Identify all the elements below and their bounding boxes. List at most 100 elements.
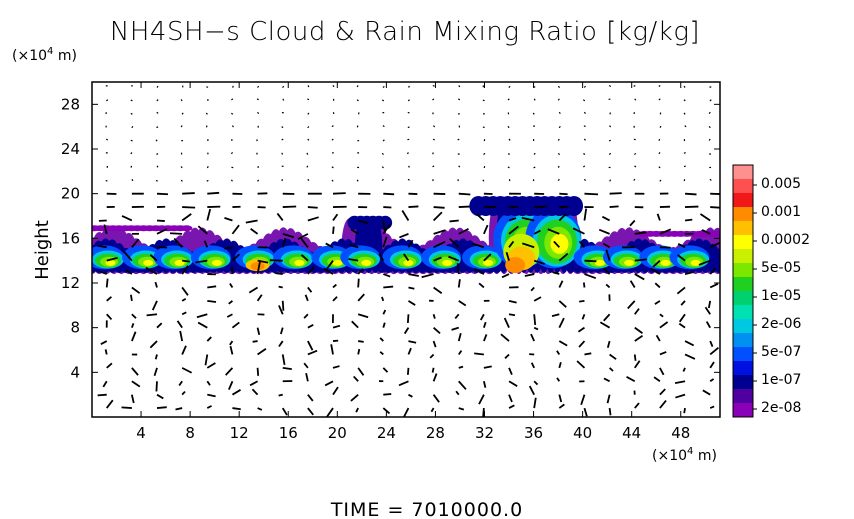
wind-vector [658,166,661,169]
wind-vector [257,179,260,182]
wind-vector [507,166,510,169]
wind-vector [408,273,419,277]
wind-vector [257,259,269,264]
wind-vector [281,354,286,366]
wind-vector [558,340,568,347]
wind-vector [508,313,516,317]
wind-vector [433,326,441,335]
wind-vector [196,313,208,319]
wind-vector [684,125,687,128]
wind-vector [533,380,539,386]
wind-vector [458,228,469,235]
wind-vector [584,273,597,280]
wind-vector [707,300,712,309]
wind-vector [572,227,585,235]
wind-vector [332,192,346,195]
colorbar-swatch [733,403,753,418]
wind-vector [282,233,295,239]
wind-vector [306,152,309,155]
colorbar-label: 5e-07 [761,344,801,360]
wind-vector [609,125,612,128]
wind-vector [421,273,434,279]
wind-vector [483,224,489,235]
x-tick-label: 4 [136,424,146,442]
wind-vector [383,273,391,278]
cloud-cell [143,259,154,266]
wind-vector [403,327,410,335]
wind-vector [601,215,611,222]
y-tick-label: 16 [61,229,80,247]
wind-vector [483,321,487,328]
wind-vector [408,205,419,208]
wind-vector [454,313,460,320]
wind-vector [156,219,165,222]
wind-vector [231,389,242,396]
wind-vector [156,406,167,409]
wind-vector [583,208,588,221]
wind-vector [154,354,158,360]
wind-vector [557,178,560,182]
wind-vector [508,217,517,222]
wind-vector [281,237,287,248]
wind-vector [608,407,612,416]
wind-vector [634,326,644,334]
wind-vector [331,166,334,169]
wind-vector [231,253,240,262]
cloud-cell [690,259,701,266]
wind-vector [551,313,560,318]
wind-vector [379,351,384,356]
wind-vector [382,309,387,315]
wind-vector [229,345,234,355]
wind-vector [708,111,711,114]
wind-vector [275,272,283,275]
wind-vector [307,98,310,101]
wind-vector [181,311,187,316]
wind-vector [432,165,435,168]
wind-vector [105,138,109,141]
wind-vector [659,179,662,182]
wind-vector [121,406,132,409]
wind-vector [278,340,284,348]
wind-vector [606,340,611,348]
wind-vector [131,367,139,376]
wind-vector [583,85,586,88]
wind-vector [131,286,141,294]
cloud-cell [711,230,720,237]
colorbar-swatch [733,375,753,390]
wind-vector [105,278,109,288]
wind-vector [432,314,436,319]
wind-vector [483,152,486,155]
wind-vector [558,280,564,288]
wind-vector [658,98,661,101]
wind-vector [433,286,443,294]
wind-vector [256,367,260,376]
wind-vector [634,335,644,342]
wind-vector [678,322,686,329]
wind-vector [303,313,309,319]
wind-vector [634,258,647,262]
cloud-cell [361,259,372,266]
wind-vector [257,111,260,115]
wind-vector [626,376,636,383]
x-axis: 4 8 12 16 20 24 28 32 36 40 44 48 [136,82,690,442]
wind-vector [408,85,410,88]
wind-vector [683,407,686,414]
wind-vector [257,348,267,356]
wind-vector [659,388,666,396]
wind-vector [451,326,460,331]
wind-vector [557,85,561,88]
wind-vector [332,283,337,289]
wind-vector [206,362,216,369]
wind-vector [307,286,313,293]
wind-vector [356,179,359,182]
wind-vector [207,285,217,289]
wind-vector [533,229,541,235]
wind-vector [583,407,588,417]
wind-vector [106,256,118,262]
wind-vector [448,255,460,262]
wind-vector [358,340,364,343]
wind-vector [307,407,314,416]
wind-vector [449,237,460,248]
cloud-cell [250,262,265,271]
wind-vector [130,152,133,155]
